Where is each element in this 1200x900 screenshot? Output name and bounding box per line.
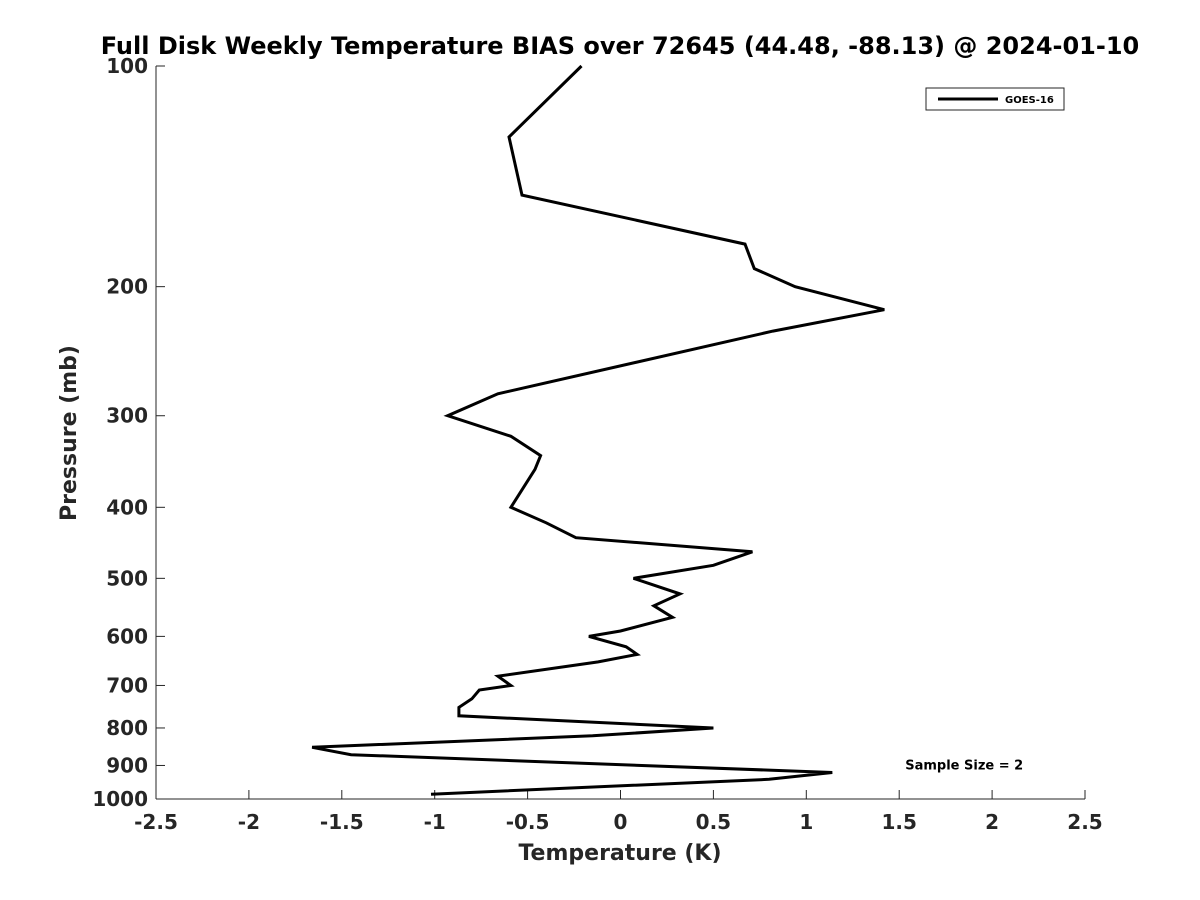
- x-tick-label: 2: [985, 810, 999, 834]
- x-tick-label: 1.5: [881, 810, 916, 834]
- series-line-goes-16: [311, 64, 885, 796]
- x-tick-label: 1: [799, 810, 813, 834]
- y-tick-label: 1000: [92, 787, 148, 811]
- annotation-layer: Sample Size = 2: [905, 758, 1023, 773]
- sample-size-annotation: Sample Size = 2: [905, 758, 1023, 773]
- x-tick-label: 0: [614, 810, 628, 834]
- legend-label-goes-16: GOES-16: [1005, 95, 1054, 106]
- y-axis-label: Pressure (mb): [57, 345, 82, 521]
- y-tick-label: 500: [106, 566, 148, 590]
- y-tick-label: 300: [106, 404, 148, 428]
- plot-area: -2.5 -2 -1.5 -1 -0.5 0 0.5 1 1.5 2 2.5 100 200 300 40…: [92, 54, 1102, 834]
- series-layer: [311, 64, 885, 796]
- legend: GOES-16: [925, 87, 1065, 111]
- y-tick-label: 100: [106, 54, 148, 78]
- y-tick-label: 800: [106, 716, 148, 740]
- x-axis-label: Temperature (K): [518, 841, 721, 866]
- x-tick-label: 0.5: [696, 810, 731, 834]
- x-tick-label: -1: [424, 810, 446, 834]
- x-tick-label: 2.5: [1067, 810, 1102, 834]
- y-tick-label: 400: [106, 495, 148, 519]
- y-tick-label: 900: [106, 753, 148, 777]
- chart-title: Full Disk Weekly Temperature BIAS over 7…: [101, 32, 1140, 60]
- y-tick-label: 700: [106, 673, 148, 697]
- y-ticks: 100 200 300 400 500 600 700 800 900 1000: [92, 54, 165, 811]
- y-tick-label: 600: [106, 624, 148, 648]
- x-ticks: -2.5 -2 -1.5 -1 -0.5 0 0.5 1 1.5 2 2.5: [134, 790, 1103, 834]
- x-tick-label: -0.5: [506, 810, 550, 834]
- x-tick-label: -2: [238, 810, 260, 834]
- x-tick-label: -1.5: [320, 810, 364, 834]
- y-tick-label: 200: [106, 275, 148, 299]
- x-tick-label: -2.5: [134, 810, 178, 834]
